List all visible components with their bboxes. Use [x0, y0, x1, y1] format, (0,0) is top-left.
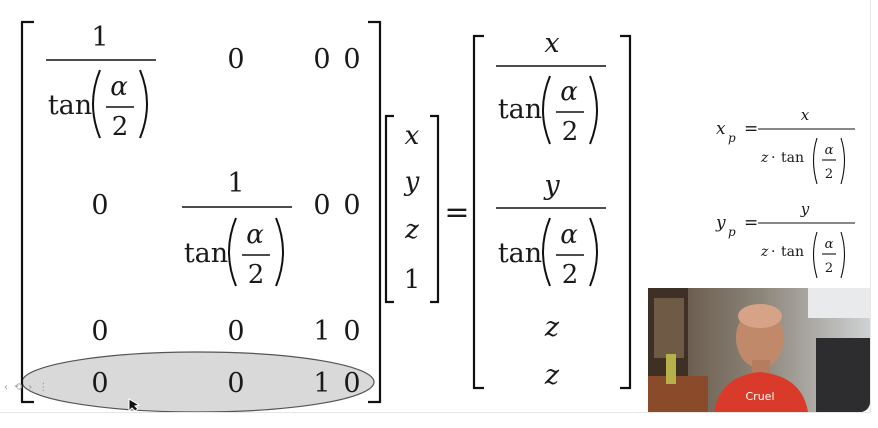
tan-label: tan	[498, 94, 542, 125]
equals-sign: =	[444, 195, 469, 230]
webcam-video: Cruel	[648, 288, 870, 412]
mouse-pointer-icon	[128, 398, 141, 412]
prev-slide-icon[interactable]: ‹	[4, 381, 8, 393]
result-row-3: z	[544, 312, 560, 343]
numerator-one: 1	[227, 168, 244, 199]
xp-base: x	[716, 119, 726, 139]
entry-r4c1: 0	[91, 368, 108, 399]
entry-r3c3: 1	[313, 316, 330, 347]
alpha-symbol: α	[560, 77, 578, 107]
formula-yp: y p = y z · tan α 2	[715, 200, 855, 279]
vector-x: x	[405, 121, 420, 151]
two-label: 2	[562, 117, 579, 147]
entry-r4c2: 0	[227, 368, 244, 399]
result-row-1: x tan α 2	[496, 28, 606, 147]
entry-r2c4: 0	[343, 190, 360, 221]
yp-base: y	[715, 213, 726, 233]
vector-w: 1	[404, 265, 421, 295]
entry-r1c4: 0	[343, 44, 360, 75]
matrix-right-bracket	[368, 20, 382, 404]
xp-equals: =	[744, 119, 758, 139]
yp-equals: =	[744, 213, 758, 233]
entry-r3c2: 0	[227, 316, 244, 347]
xp-den-tan: tan	[781, 150, 804, 166]
entry-r2c3: 0	[313, 190, 330, 221]
entry-r2c1: 0	[91, 190, 108, 221]
entry-r2c2: 1 tan α 2	[182, 168, 292, 290]
vector-z: z	[404, 215, 419, 245]
entry-r1c3: 0	[313, 44, 330, 75]
webcam-overlay: Cruel	[648, 288, 870, 412]
numerator-one: 1	[91, 22, 108, 53]
xp-den-z: z	[760, 150, 769, 166]
entry-r1c2: 0	[227, 44, 244, 75]
vector-left-bracket	[384, 114, 394, 304]
entry-r3c1: 0	[91, 316, 108, 347]
tan-label: tan	[184, 238, 228, 269]
entry-r4c3: 1	[313, 368, 330, 399]
tan-label: tan	[48, 90, 92, 121]
result-left-bracket	[472, 34, 484, 390]
alpha-symbol: α	[825, 237, 834, 252]
yp-den-dot: ·	[771, 244, 775, 260]
result-row-4: z	[544, 360, 560, 391]
entry-r1c1: 1 tan α 2	[46, 22, 156, 142]
alpha-symbol: α	[246, 220, 264, 250]
formula-xp: x p = x z · tan α 2	[716, 106, 855, 185]
xp-den-dot: ·	[771, 150, 775, 166]
two-label: 2	[825, 167, 833, 182]
undo-icon[interactable]: ⟲	[14, 381, 23, 393]
math-slide: 1 tan α 2 0 0 0 0 1 tan α 2 0 0 0 0 1	[20, 20, 855, 412]
vector-y: y	[404, 167, 420, 197]
vector-right-bracket	[430, 114, 440, 304]
next-slide-icon[interactable]: ›	[28, 381, 33, 393]
result-right-bracket	[620, 34, 632, 390]
slide-toolbar: ‹ ⟲ › ⋮	[0, 376, 84, 398]
shirt-text: Cruel	[746, 390, 775, 403]
two-label: 2	[248, 260, 265, 290]
two-label: 2	[112, 112, 129, 142]
entry-r4c4: 0	[343, 368, 360, 399]
slide-frame: 1 tan α 2 0 0 0 0 1 tan α 2 0 0 0 0 1	[0, 0, 871, 413]
more-options-icon[interactable]: ⋮	[38, 381, 49, 393]
entry-r3c4: 0	[343, 316, 360, 347]
yp-numerator: y	[800, 200, 810, 218]
matrix-left-bracket	[20, 20, 34, 404]
result-numerator-x: x	[544, 28, 559, 59]
alpha-symbol: α	[560, 220, 578, 250]
alpha-symbol: α	[825, 143, 834, 158]
result-row-2: y tan α 2	[496, 170, 606, 290]
two-label: 2	[562, 260, 579, 290]
xp-subscript: p	[728, 131, 736, 145]
two-label: 2	[825, 261, 833, 276]
xp-numerator: x	[801, 106, 810, 124]
yp-subscript: p	[728, 225, 736, 239]
result-numerator-y: y	[543, 170, 560, 201]
yp-den-z: z	[760, 244, 769, 260]
alpha-symbol: α	[110, 72, 128, 102]
yp-den-tan: tan	[781, 244, 804, 260]
tan-label: tan	[498, 238, 542, 269]
